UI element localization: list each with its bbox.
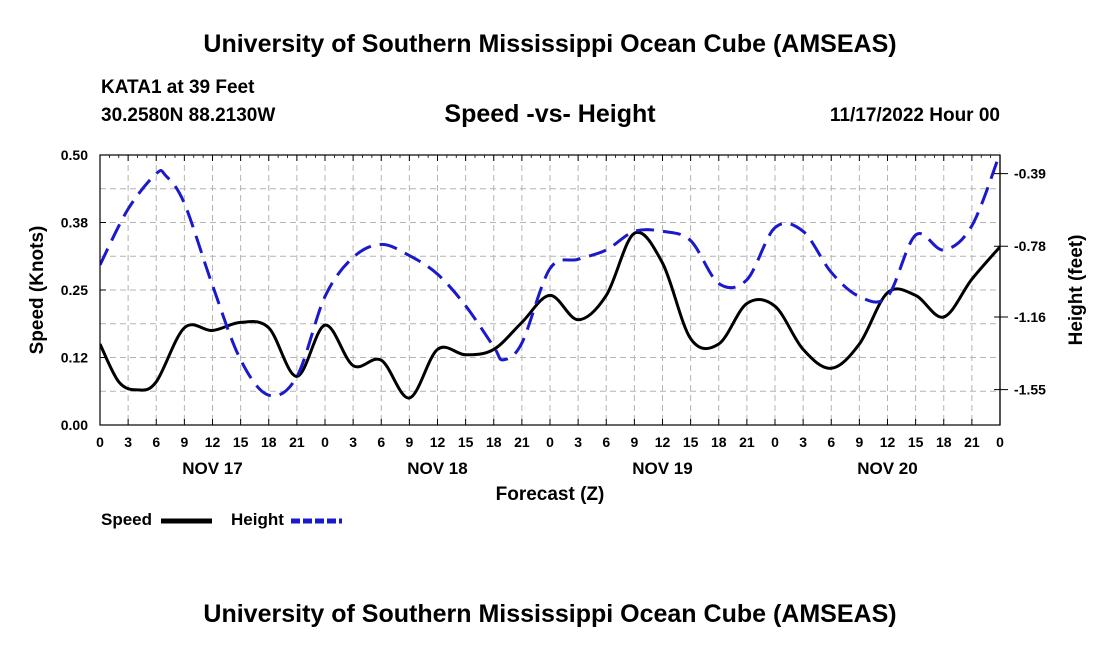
series-layer: [100, 152, 1000, 400]
x-tick-label: 21: [964, 434, 980, 450]
x-tick-label: 0: [996, 434, 1004, 450]
y-axis-title: Speed (Knots): [27, 226, 48, 355]
x-tick-label: 9: [855, 434, 863, 450]
x-tick-label: 9: [405, 434, 413, 450]
footer-title: University of Southern Mississippi Ocean…: [203, 600, 897, 628]
day-label: NOV 18: [407, 459, 467, 478]
x-tick-label: 3: [799, 434, 807, 450]
x-tick-label: 12: [880, 434, 896, 450]
day-label: NOV 20: [857, 459, 917, 478]
x-tick-label: 9: [630, 434, 638, 450]
y2-tick-label: -0.78: [1014, 238, 1046, 254]
x-tick-label: 0: [546, 434, 554, 450]
series-line-speed: [100, 230, 1000, 400]
chart-title: Speed -vs- Height: [444, 100, 656, 128]
x-tick-label: 6: [377, 434, 385, 450]
x-tick-label: 15: [908, 434, 924, 450]
x-tick-label: 6: [602, 434, 610, 450]
x-tick-label: 0: [321, 434, 329, 450]
series-line-height: [100, 152, 1000, 398]
y-tick-label: 0.12: [61, 350, 88, 366]
x-tick-label: 18: [486, 434, 502, 450]
x-axis-title: Forecast (Z): [496, 484, 605, 505]
x-tick-label: 21: [514, 434, 530, 450]
x-tick-label: 18: [711, 434, 727, 450]
legend-speed-label: Speed: [101, 510, 153, 529]
day-label: NOV 17: [182, 459, 242, 478]
y-tick-label: 0.50: [61, 147, 88, 163]
x-tick-label: 18: [936, 434, 952, 450]
page-title: University of Southern Mississippi Ocean…: [203, 30, 897, 58]
x-tick-label: 12: [430, 434, 446, 450]
x-tick-label: 12: [655, 434, 671, 450]
y2-tick-label: -1.55: [1014, 382, 1046, 398]
x-tick-label: 6: [152, 434, 160, 450]
y2-axis-title: Height (feet): [1066, 235, 1087, 346]
x-tick-label: 12: [205, 434, 221, 450]
x-tick-label: 21: [289, 434, 305, 450]
day-label: NOV 19: [632, 459, 692, 478]
x-tick-label: 18: [261, 434, 277, 450]
y2-tick-label: -0.39: [1014, 166, 1046, 182]
axis-labels: 0 3 6 9 12 15 18 21 0 3 6 9 12 15 18 21 0 3 6 9 12 15 18 21 0 3 6 9…: [27, 147, 1087, 505]
x-tick-label: 21: [739, 434, 755, 450]
station-coordinates: 30.2580N 88.2130W: [101, 105, 276, 126]
y2-tick-label: -1.16: [1014, 309, 1046, 325]
x-tick-label: 0: [771, 434, 779, 450]
y-tick-label: 0.38: [61, 215, 88, 231]
grid-lines: [100, 155, 1000, 425]
x-tick-label: 3: [124, 434, 132, 450]
x-tick-label: 3: [349, 434, 357, 450]
x-tick-label: 15: [233, 434, 249, 450]
legend-height-label: Height: [231, 510, 284, 529]
station-label: KATA1 at 39 Feet: [101, 77, 255, 98]
x-tick-label: 0: [96, 434, 104, 450]
x-tick-label: 6: [827, 434, 835, 450]
axis-ticks: [99, 154, 1008, 426]
x-tick-label: 3: [574, 434, 582, 450]
x-tick-label: 15: [683, 434, 699, 450]
y-tick-label: 0.00: [61, 417, 88, 433]
y-tick-label: 0.25: [61, 282, 88, 298]
x-tick-label: 9: [180, 434, 188, 450]
x-tick-label: 15: [458, 434, 474, 450]
forecast-datetime: 11/17/2022 Hour 00: [829, 105, 1000, 126]
